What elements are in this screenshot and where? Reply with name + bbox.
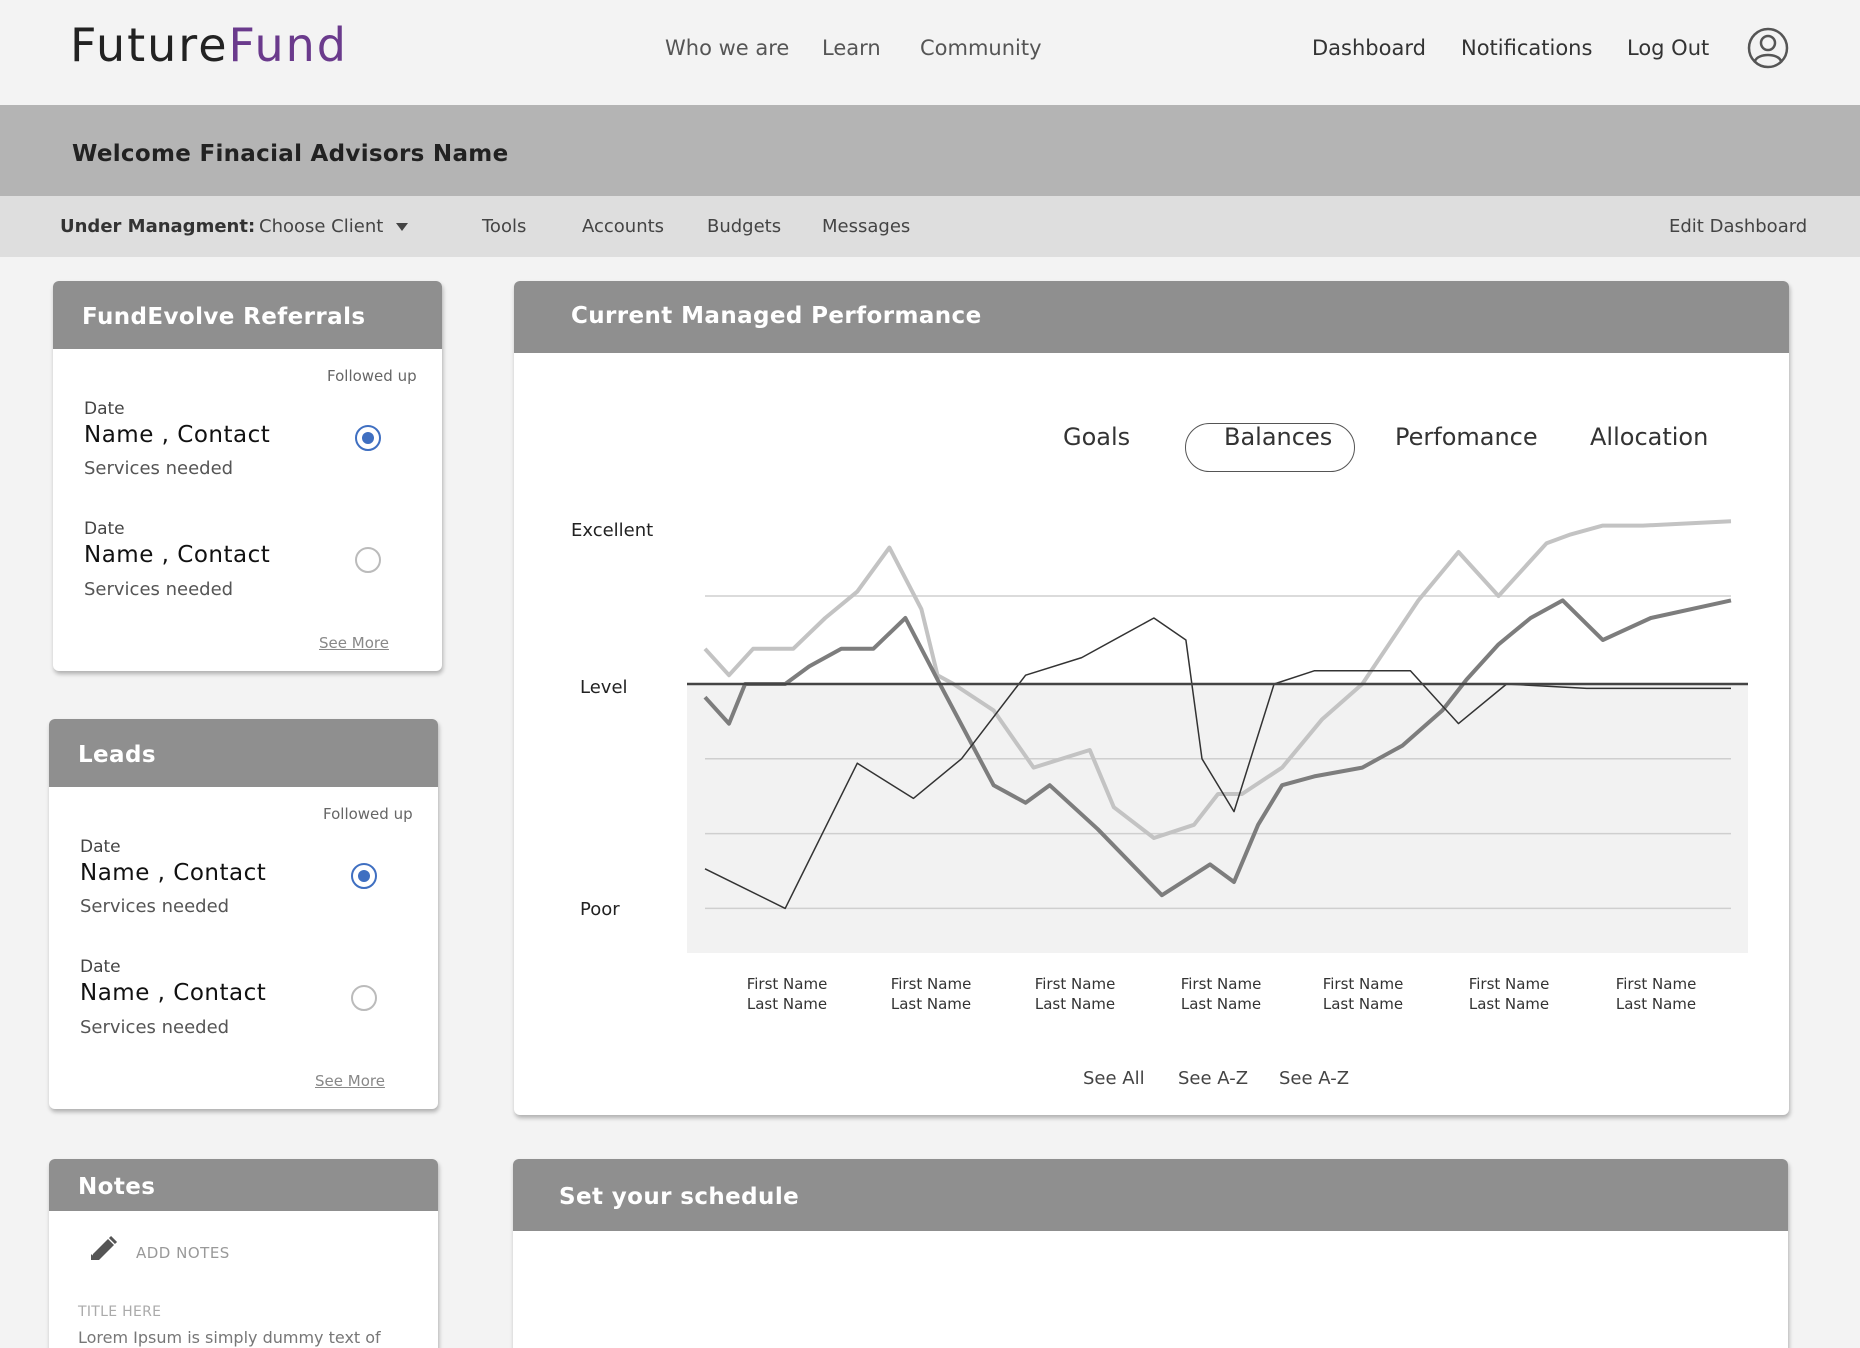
entry-name[interactable]: Name , Contact <box>84 542 271 568</box>
see-a-z-link[interactable]: See A-Z <box>1178 1068 1249 1089</box>
y-label-excellent: Excellent <box>571 520 654 541</box>
schedule-title: Set your schedule <box>559 1184 800 1210</box>
tab-balances[interactable]: Balances <box>1224 423 1333 451</box>
subnav-tools[interactable]: Tools <box>482 216 527 237</box>
followed-up-radio[interactable] <box>355 547 381 573</box>
notes-title: Notes <box>78 1174 156 1200</box>
x-label: First Name Last Name <box>1180 975 1262 1013</box>
tab-active-indicator <box>1185 423 1355 472</box>
x-label: First Name Last Name <box>1615 975 1697 1013</box>
nav-learn[interactable]: Learn <box>822 36 881 60</box>
nav-notifications[interactable]: Notifications <box>1461 36 1593 60</box>
x-label: First Name Last Name <box>890 975 972 1013</box>
nav-log-out[interactable]: Log Out <box>1627 36 1710 60</box>
x-label: First Name Last Name <box>1322 975 1404 1013</box>
x-label: First Name Last Name <box>1468 975 1550 1013</box>
user-circle-icon[interactable] <box>1747 27 1789 69</box>
pencil-icon[interactable] <box>86 1233 120 1267</box>
sub-nav: Under Managment: Choose Client Tools Acc… <box>0 196 1860 257</box>
welcome-text: Welcome Finacial Advisors Name <box>72 141 509 167</box>
note-text: Lorem Ipsum is simply dummy text of <box>78 1328 381 1347</box>
edit-dashboard-link[interactable]: Edit Dashboard <box>1669 216 1808 237</box>
see-a-z-link-2[interactable]: See A-Z <box>1279 1068 1350 1089</box>
see-all-link[interactable]: See All <box>1083 1068 1145 1089</box>
followed-up-radio[interactable] <box>351 985 377 1011</box>
nav-dashboard[interactable]: Dashboard <box>1312 36 1426 60</box>
schedule-card: Set your schedule <box>513 1159 1788 1348</box>
x-label: First Name Last Name <box>746 975 828 1013</box>
see-more-link[interactable]: See More <box>315 1072 385 1090</box>
referrals-card: FundEvolve Referrals Followed up Date Na… <box>53 281 442 671</box>
leads-header: Leads <box>49 719 438 787</box>
chevron-down-icon[interactable] <box>396 223 408 231</box>
followed-up-radio[interactable] <box>355 425 381 451</box>
followed-up-radio[interactable] <box>351 863 377 889</box>
notes-card: Notes ADD NOTES TITLE HERE Lorem Ipsum i… <box>49 1159 438 1348</box>
brand-part-1: Future <box>70 18 229 72</box>
tab-performance[interactable]: Perfomance <box>1395 423 1538 451</box>
entry-date: Date <box>84 519 125 539</box>
performance-header: Current Managed Performance <box>514 281 1789 353</box>
entry-services: Services needed <box>84 458 234 479</box>
y-label-poor: Poor <box>580 899 620 920</box>
top-bar: FutureFund Who we are Learn Community Da… <box>0 0 1860 105</box>
entry-services: Services needed <box>80 1017 230 1038</box>
entry-name[interactable]: Name , Contact <box>84 422 271 448</box>
note-title: TITLE HERE <box>78 1304 162 1320</box>
see-more-link[interactable]: See More <box>319 634 389 652</box>
nav-community[interactable]: Community <box>920 36 1042 60</box>
leads-card: Leads Followed up Date Name , Contact Se… <box>49 719 438 1109</box>
schedule-header: Set your schedule <box>513 1159 1788 1231</box>
entry-services: Services needed <box>84 579 234 600</box>
followed-up-label: Followed up <box>327 367 417 385</box>
welcome-bar: Welcome Finacial Advisors Name <box>0 105 1860 196</box>
subnav-messages[interactable]: Messages <box>822 216 911 237</box>
y-label-level: Level <box>580 677 628 698</box>
brand-logo[interactable]: FutureFund <box>70 18 348 72</box>
entry-services: Services needed <box>80 896 230 917</box>
tab-allocation[interactable]: Allocation <box>1590 423 1709 451</box>
client-select[interactable]: Choose Client <box>259 216 384 237</box>
add-notes-button[interactable]: ADD NOTES <box>136 1244 230 1262</box>
performance-title: Current Managed Performance <box>571 303 982 329</box>
referrals-header: FundEvolve Referrals <box>53 281 442 349</box>
x-label: First Name Last Name <box>1034 975 1116 1013</box>
entry-name[interactable]: Name , Contact <box>80 860 267 886</box>
tab-goals[interactable]: Goals <box>1063 423 1131 451</box>
entry-date: Date <box>80 957 121 977</box>
subnav-accounts[interactable]: Accounts <box>582 216 665 237</box>
under-management-label: Under Managment: <box>60 216 256 237</box>
nav-who-we-are[interactable]: Who we are <box>665 36 790 60</box>
followed-up-label: Followed up <box>323 805 413 823</box>
subnav-budgets[interactable]: Budgets <box>707 216 782 237</box>
entry-date: Date <box>84 399 125 419</box>
leads-title: Leads <box>78 742 156 768</box>
referrals-title: FundEvolve Referrals <box>82 304 366 330</box>
entry-name[interactable]: Name , Contact <box>80 980 267 1006</box>
notes-header: Notes <box>49 1159 438 1211</box>
entry-date: Date <box>80 837 121 857</box>
brand-part-2: Fund <box>228 18 348 72</box>
